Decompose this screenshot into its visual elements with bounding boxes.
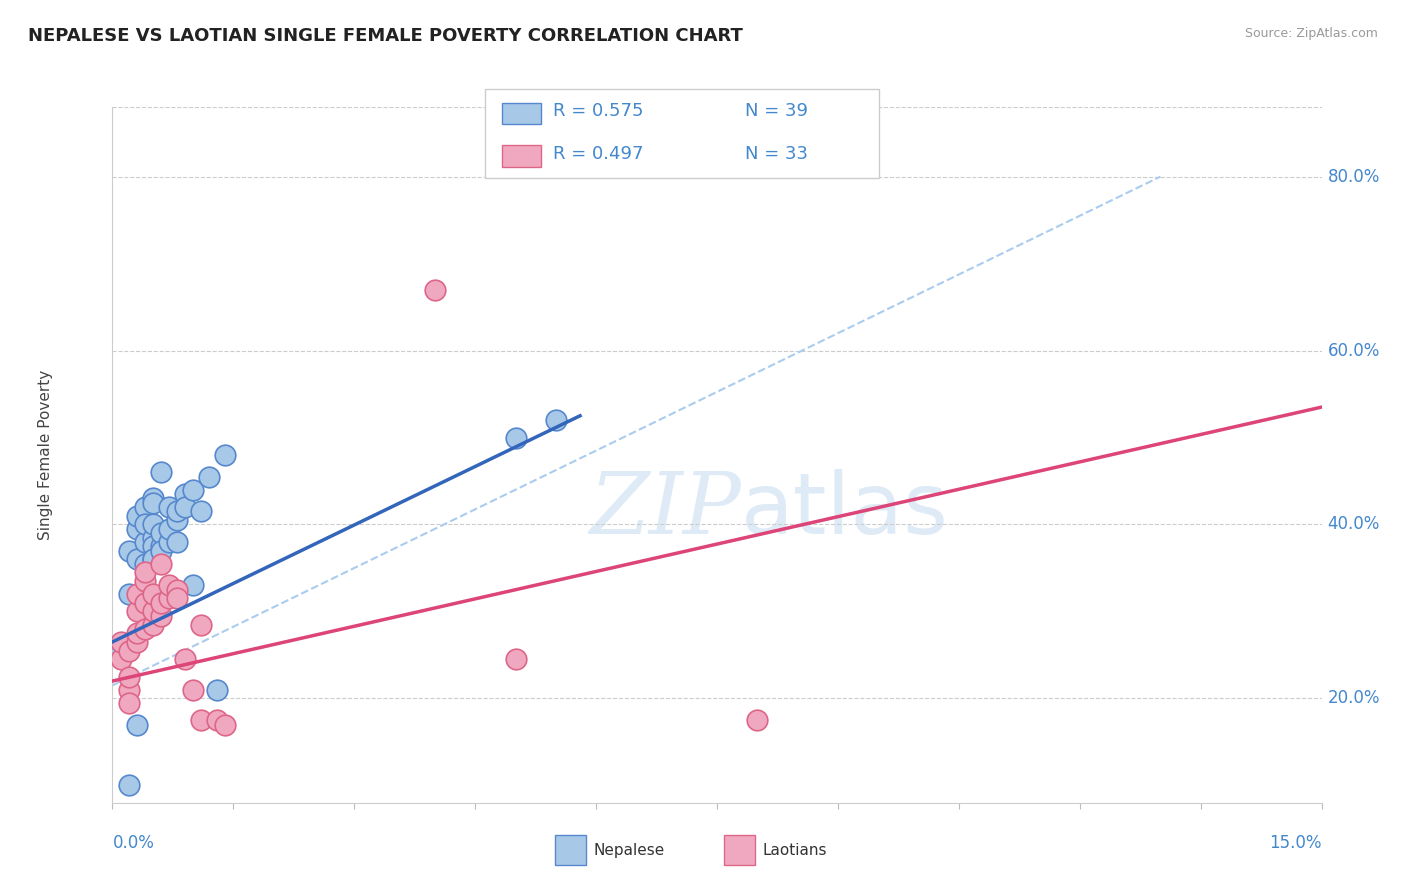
- Point: [157, 522, 180, 536]
- Point: [142, 491, 165, 506]
- Point: [110, 652, 132, 666]
- Point: [157, 534, 180, 549]
- Point: [117, 643, 139, 657]
- Point: [110, 643, 132, 657]
- Point: [142, 517, 165, 532]
- Text: Single Female Poverty: Single Female Poverty: [38, 370, 53, 540]
- Point: [117, 696, 139, 710]
- Point: [134, 566, 156, 580]
- Point: [190, 617, 212, 632]
- Point: [190, 504, 212, 518]
- Point: [110, 635, 132, 649]
- Point: [207, 713, 229, 727]
- Point: [190, 713, 212, 727]
- Point: [157, 500, 180, 514]
- Point: [134, 596, 156, 610]
- Text: Source: ZipAtlas.com: Source: ZipAtlas.com: [1244, 27, 1378, 40]
- Point: [142, 531, 165, 545]
- Point: [125, 552, 148, 566]
- Point: [157, 591, 180, 606]
- Point: [142, 587, 165, 601]
- Point: [134, 557, 156, 571]
- Point: [166, 582, 188, 597]
- Text: N = 33: N = 33: [745, 145, 808, 163]
- Text: 15.0%: 15.0%: [1270, 834, 1322, 852]
- Text: N = 39: N = 39: [745, 103, 808, 120]
- Text: 60.0%: 60.0%: [1327, 342, 1381, 359]
- Point: [117, 543, 139, 558]
- Point: [166, 513, 188, 527]
- Point: [142, 617, 165, 632]
- Point: [149, 466, 172, 480]
- Point: [174, 500, 197, 514]
- Text: Nepalese: Nepalese: [593, 843, 665, 857]
- Point: [142, 552, 165, 566]
- Point: [117, 778, 139, 792]
- Point: [747, 713, 769, 727]
- Point: [423, 283, 446, 297]
- Point: [134, 500, 156, 514]
- Point: [125, 508, 148, 523]
- Point: [166, 504, 188, 518]
- Text: R = 0.497: R = 0.497: [553, 145, 643, 163]
- Point: [505, 430, 527, 444]
- Point: [207, 682, 229, 697]
- Text: ZIP: ZIP: [589, 469, 741, 552]
- Point: [166, 591, 188, 606]
- Point: [149, 543, 172, 558]
- Text: 80.0%: 80.0%: [1327, 168, 1381, 186]
- Text: 0.0%: 0.0%: [112, 834, 155, 852]
- Point: [125, 605, 148, 619]
- Point: [174, 652, 197, 666]
- Point: [125, 626, 148, 640]
- Text: 40.0%: 40.0%: [1327, 516, 1381, 533]
- Point: [174, 487, 197, 501]
- Point: [181, 483, 204, 497]
- Point: [134, 574, 156, 588]
- Point: [142, 539, 165, 553]
- Point: [125, 635, 148, 649]
- Point: [198, 469, 221, 483]
- Point: [181, 682, 204, 697]
- Point: [134, 622, 156, 636]
- Point: [142, 552, 165, 566]
- Point: [125, 522, 148, 536]
- Point: [149, 557, 172, 571]
- Point: [149, 596, 172, 610]
- Point: [166, 534, 188, 549]
- Point: [544, 413, 567, 427]
- Text: 20.0%: 20.0%: [1327, 690, 1381, 707]
- Text: NEPALESE VS LAOTIAN SINGLE FEMALE POVERTY CORRELATION CHART: NEPALESE VS LAOTIAN SINGLE FEMALE POVERT…: [28, 27, 742, 45]
- Point: [117, 682, 139, 697]
- Point: [125, 717, 148, 731]
- Text: atlas: atlas: [741, 469, 949, 552]
- Point: [134, 534, 156, 549]
- Point: [149, 539, 172, 553]
- Point: [142, 496, 165, 510]
- Point: [134, 517, 156, 532]
- Point: [149, 608, 172, 623]
- Point: [117, 670, 139, 684]
- Point: [505, 652, 527, 666]
- Point: [125, 587, 148, 601]
- Point: [214, 717, 236, 731]
- Point: [149, 526, 172, 541]
- Text: Laotians: Laotians: [762, 843, 827, 857]
- Point: [142, 605, 165, 619]
- Point: [214, 448, 236, 462]
- Point: [181, 578, 204, 592]
- Point: [117, 587, 139, 601]
- Point: [157, 578, 180, 592]
- Text: R = 0.575: R = 0.575: [553, 103, 643, 120]
